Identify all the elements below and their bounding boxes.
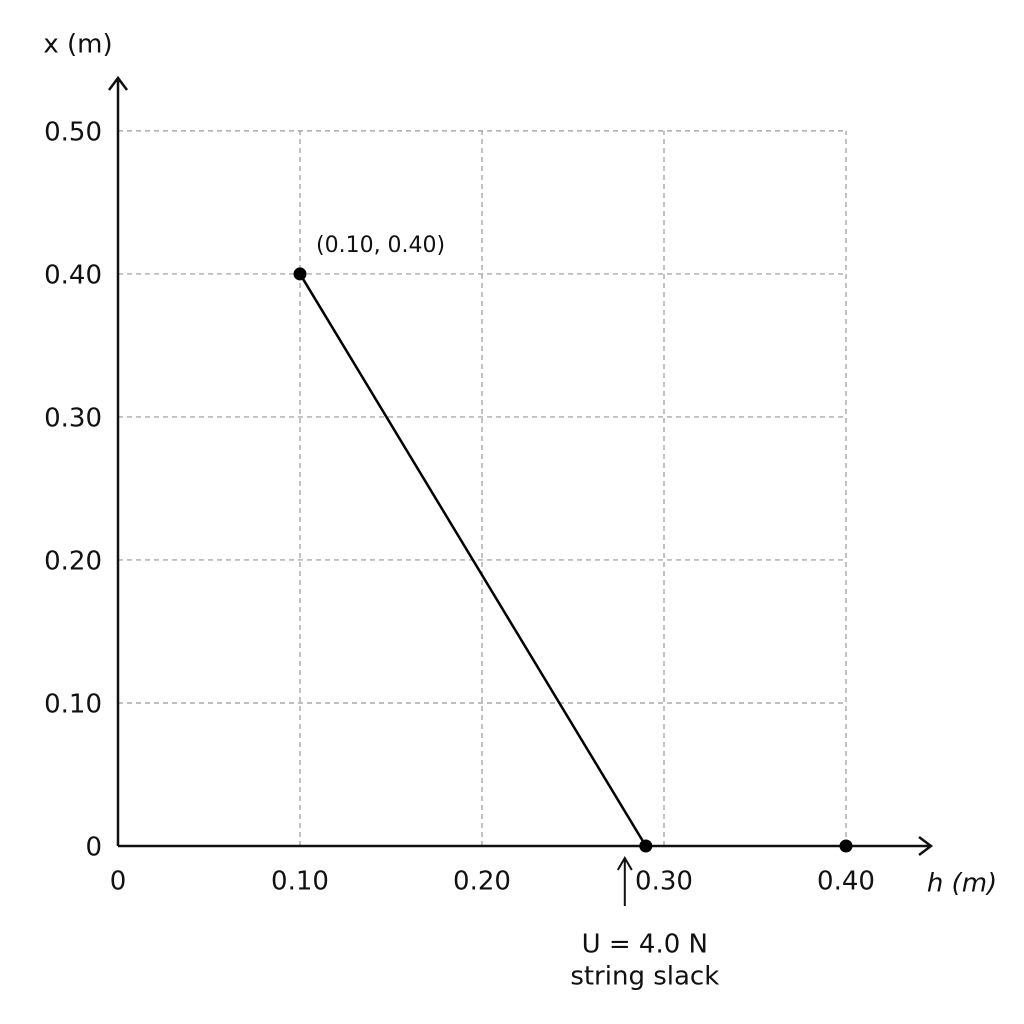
y-tick-label: 0.40 (44, 260, 102, 290)
x-tick-label: 0 (110, 867, 127, 897)
data-point (839, 839, 853, 853)
y-tick-label: 0.10 (44, 689, 102, 719)
annotation-arrow (616, 856, 633, 906)
x-axis (118, 836, 934, 856)
x-tick-label: 0.30 (635, 867, 693, 897)
y-tick-label: 0.30 (44, 403, 102, 433)
x-tick-label: 0.20 (453, 867, 511, 897)
data-point (293, 267, 307, 281)
y-axis (108, 75, 128, 846)
data-line (298, 273, 647, 847)
x-tick-label: 0.40 (817, 867, 875, 897)
y-axis-label: x (m) (43, 30, 112, 60)
data-point (639, 839, 653, 853)
annotation-text: string slack (570, 962, 719, 992)
x-tick-label: 0.10 (271, 867, 329, 897)
y-tick-label: 0 (85, 833, 102, 863)
annotation-text: U = 4.0 N (582, 930, 708, 960)
point-annotation: (0.10, 0.40) (316, 233, 445, 258)
x-axis-label: h (m) (927, 869, 997, 899)
y-tick-label: 0.20 (44, 546, 102, 576)
y-tick-label: 0.50 (44, 117, 102, 147)
